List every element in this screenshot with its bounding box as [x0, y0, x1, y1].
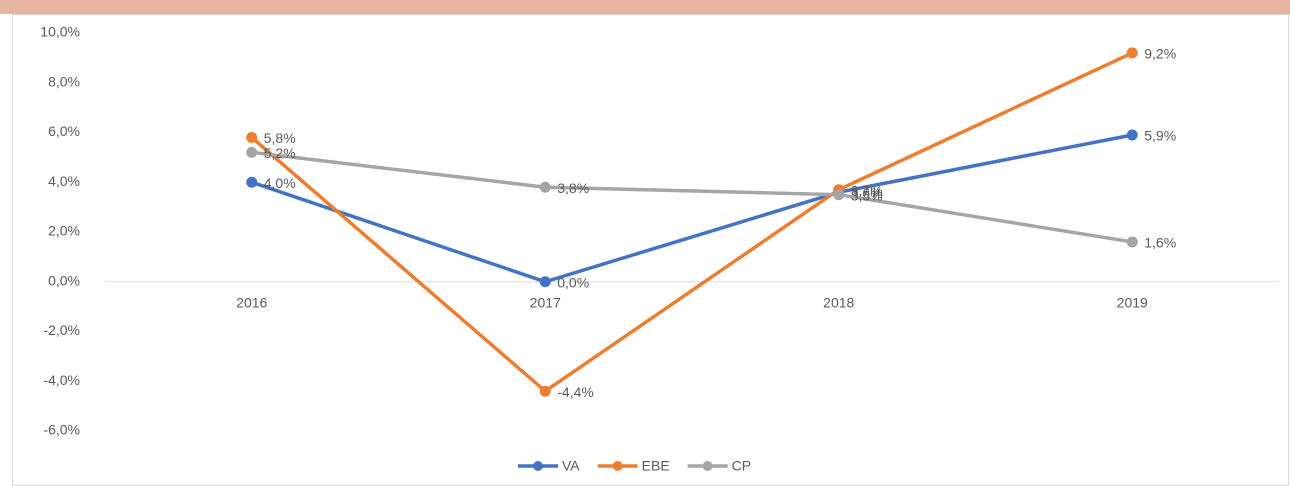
- y-tick-label: 10,0%: [40, 24, 80, 40]
- data-label: 5,9%: [1144, 128, 1176, 144]
- y-tick-label: 4,0%: [48, 173, 80, 189]
- y-tick-label: -2,0%: [43, 322, 80, 338]
- data-point: [246, 176, 258, 188]
- data-point: [539, 385, 551, 397]
- data-label: -4,4%: [557, 384, 594, 400]
- legend-marker: [533, 461, 543, 471]
- data-point: [1126, 236, 1138, 248]
- data-label: 9,2%: [1144, 46, 1176, 62]
- y-tick-label: 0,0%: [48, 272, 80, 288]
- data-point: [1126, 129, 1138, 141]
- data-label: 1,6%: [1144, 235, 1176, 251]
- data-label: 4,0%: [264, 175, 296, 191]
- y-tick-label: 6,0%: [48, 123, 80, 139]
- data-label: 3,5%: [851, 187, 883, 203]
- data-point: [1126, 47, 1138, 59]
- data-label: 3,7%: [851, 182, 883, 198]
- data-label: 3,8%: [557, 180, 589, 196]
- data-point: [246, 146, 258, 158]
- data-label: 5,2%: [264, 145, 296, 161]
- data-point: [539, 181, 551, 193]
- legend-label: VA: [562, 458, 580, 474]
- legend-label: EBE: [642, 458, 670, 474]
- data-label: 5,8%: [264, 130, 296, 146]
- legend-marker: [702, 461, 713, 471]
- data-point: [833, 189, 845, 201]
- x-tick-label: 2016: [236, 294, 267, 310]
- x-tick-label: 2019: [1117, 294, 1148, 310]
- x-tick-label: 2018: [823, 294, 854, 310]
- x-tick-label: 2017: [530, 294, 561, 310]
- legend-label: CP: [732, 458, 751, 474]
- data-point: [539, 276, 551, 288]
- legend-marker: [612, 461, 623, 471]
- y-tick-label: -4,0%: [43, 372, 80, 388]
- data-label: 0,0%: [557, 274, 589, 290]
- series-line: [250, 51, 1133, 393]
- series-line: [251, 133, 1133, 284]
- data-point: [246, 131, 258, 143]
- series-line: [251, 150, 1133, 244]
- y-tick-label: 2,0%: [48, 223, 80, 239]
- header-band: [0, 0, 1290, 14]
- y-tick-label: 8,0%: [48, 73, 80, 89]
- y-tick-label: -6,0%: [43, 422, 80, 438]
